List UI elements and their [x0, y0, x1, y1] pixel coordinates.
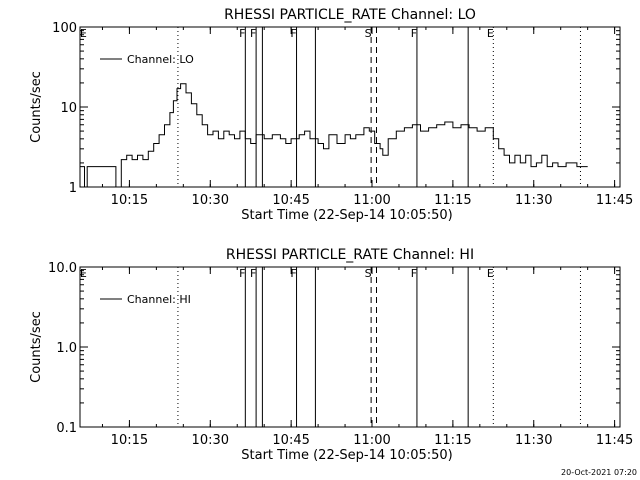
event-marker-label: F — [250, 267, 256, 280]
event-marker-label: F — [239, 27, 245, 40]
x-tick-label: 11:15 — [434, 193, 471, 208]
x-tick-label: 11:45 — [596, 433, 633, 448]
x-tick-label: 10:15 — [111, 433, 148, 448]
x-axis-label: Start Time (22-Sep-14 10:05:50) — [241, 448, 452, 463]
x-tick-label: 10:30 — [192, 193, 229, 208]
plot-frame — [79, 266, 621, 428]
y-tick-label: 1 — [69, 181, 77, 196]
x-tick-label: 11:30 — [515, 433, 552, 448]
y-tick-label: 100 — [52, 21, 77, 36]
x-tick-label: 10:45 — [272, 193, 309, 208]
x-tick-label: 11:15 — [434, 433, 471, 448]
event-marker-label: F — [411, 27, 417, 40]
event-marker-label: S — [365, 27, 372, 40]
y-tick-label: 10.0 — [48, 261, 77, 276]
x-tick-label: 11:45 — [596, 193, 633, 208]
event-marker-label: E — [487, 267, 494, 280]
x-tick-label: 11:30 — [515, 193, 552, 208]
y-tick-label: 1.0 — [56, 341, 77, 356]
y-axis-label: Counts/sec — [29, 71, 44, 143]
event-marker-label: F — [239, 267, 245, 280]
chart-panel-0: RHESSI PARTICLE_RATE Channel: LOE F F F S F E1… — [29, 7, 633, 223]
x-tick-label: 11:00 — [353, 433, 390, 448]
event-marker-label: F — [290, 27, 296, 40]
chart-panel-1: RHESSI PARTICLE_RATE Channel: HIE F F F S F E1… — [29, 247, 633, 463]
legend-entry: Channel: HI — [127, 293, 191, 306]
event-marker-label: E — [80, 27, 87, 40]
x-axis-label: Start Time (22-Sep-14 10:05:50) — [241, 208, 452, 223]
event-marker-label: F — [411, 267, 417, 280]
x-tick-label: 10:45 — [272, 433, 309, 448]
y-tick-label: 10 — [60, 101, 77, 116]
legend-entry: Channel: LO — [127, 53, 194, 66]
y-tick-label: 0.1 — [56, 421, 77, 436]
x-tick-label: 11:00 — [353, 193, 390, 208]
y-axis-label: Counts/sec — [29, 311, 44, 383]
footer-timestamp: 20-Oct-2021 07:20 — [561, 468, 637, 477]
chart-title: RHESSI PARTICLE_RATE Channel: LO — [224, 7, 476, 23]
series-line-channel-lo — [80, 83, 588, 188]
x-tick-label: 10:15 — [111, 193, 148, 208]
x-tick-label: 10:30 — [192, 433, 229, 448]
event-marker-label: F — [250, 27, 256, 40]
chart-title: RHESSI PARTICLE_RATE Channel: HI — [226, 247, 474, 263]
event-marker-label: F — [290, 267, 296, 280]
event-marker-label: E — [80, 267, 87, 280]
event-marker-label: E — [487, 27, 494, 40]
event-marker-label: S — [365, 267, 372, 280]
